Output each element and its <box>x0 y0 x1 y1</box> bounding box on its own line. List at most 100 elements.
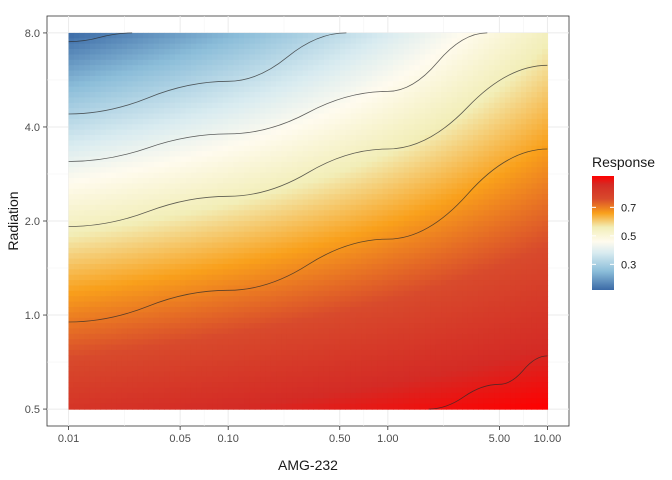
heatmap-cell <box>382 204 389 211</box>
heatmap-cell <box>409 118 416 125</box>
heatmap-cell <box>520 129 527 136</box>
heatmap-cell <box>323 172 330 179</box>
heatmap-cell <box>361 97 368 104</box>
heatmap-cell <box>350 210 357 217</box>
heatmap-cell <box>222 306 229 313</box>
heatmap-cell <box>73 312 80 319</box>
heatmap-cell <box>345 32 352 39</box>
heatmap-cell <box>345 54 352 61</box>
heatmap-cell <box>504 210 511 217</box>
heatmap-cell <box>206 317 213 324</box>
heatmap-cell <box>89 199 96 206</box>
heatmap-cell <box>217 32 224 39</box>
heatmap-cell <box>244 38 251 45</box>
heatmap-cell <box>531 38 538 45</box>
heatmap-cell <box>472 54 479 61</box>
heatmap-cell <box>499 145 506 152</box>
heatmap-cell <box>276 102 282 109</box>
heatmap-cell <box>302 194 309 201</box>
heatmap-cell <box>265 81 272 88</box>
heatmap-cell <box>153 129 160 136</box>
heatmap-cell <box>462 258 469 265</box>
heatmap-cell <box>244 108 251 115</box>
heatmap-cell <box>281 210 288 217</box>
heatmap-cell <box>350 312 357 319</box>
heatmap-cell <box>244 172 251 179</box>
heatmap-cell <box>73 140 80 147</box>
heatmap-cell <box>84 274 91 281</box>
heatmap-cell <box>111 237 118 244</box>
heatmap-cell <box>111 188 118 195</box>
heatmap-cell <box>510 210 517 217</box>
heatmap-cell <box>377 178 384 184</box>
heatmap-cell <box>308 253 314 260</box>
heatmap-cell <box>483 92 490 99</box>
heatmap-cell <box>393 118 400 125</box>
heatmap-cell <box>238 92 245 99</box>
heatmap-cell <box>127 231 133 238</box>
heatmap-cell <box>313 172 320 179</box>
heatmap-cell <box>292 161 298 168</box>
heatmap-cell <box>73 145 80 152</box>
heatmap-cell <box>371 290 378 297</box>
heatmap-cell <box>308 129 314 136</box>
heatmap-cell <box>228 70 235 77</box>
heatmap-cell <box>403 49 410 56</box>
heatmap-cell <box>467 296 474 303</box>
heatmap-cell <box>185 145 192 152</box>
heatmap-cell <box>89 161 96 168</box>
heatmap-cell <box>201 59 208 66</box>
heatmap-cell <box>249 97 256 104</box>
heatmap-cell <box>387 194 394 201</box>
heatmap-cell <box>84 188 91 195</box>
heatmap-cell <box>79 274 86 281</box>
heatmap-cell <box>249 156 256 163</box>
heatmap-cell <box>286 102 293 109</box>
heatmap-cell <box>265 140 272 147</box>
heatmap-cell <box>164 199 171 206</box>
heatmap-cell <box>222 135 229 141</box>
heatmap-cell <box>350 290 357 297</box>
heatmap-cell <box>297 183 304 190</box>
heatmap-cell <box>260 312 267 319</box>
heatmap-cell <box>111 221 118 227</box>
heatmap-cell <box>308 199 314 206</box>
heatmap-cell <box>334 38 341 45</box>
heatmap-cell <box>531 70 538 77</box>
heatmap-cell <box>68 32 75 39</box>
heatmap-cell <box>127 161 133 168</box>
heatmap-cell <box>132 290 139 297</box>
heatmap-cell <box>302 118 309 125</box>
heatmap-cell <box>185 59 192 66</box>
heatmap-cell <box>515 92 522 99</box>
heatmap-cell <box>143 38 149 45</box>
heatmap-cell <box>456 113 463 120</box>
heatmap-cell <box>318 323 325 330</box>
heatmap-cell <box>387 86 394 93</box>
heatmap-cell <box>201 231 208 238</box>
heatmap-cell <box>281 263 288 270</box>
heatmap-cell <box>169 172 176 179</box>
heatmap-cell <box>169 124 176 131</box>
heatmap-cell <box>339 49 346 56</box>
heatmap-cell <box>329 172 336 179</box>
heatmap-cell <box>419 65 426 72</box>
heatmap-cell <box>488 129 495 136</box>
heatmap-cell <box>68 210 75 217</box>
heatmap-cell <box>334 290 341 297</box>
heatmap-cell <box>382 306 389 313</box>
heatmap-cell <box>446 290 453 297</box>
heatmap-cell <box>467 204 474 211</box>
heatmap-cell <box>499 210 506 217</box>
heatmap-cell <box>212 65 219 72</box>
heatmap-cell <box>382 178 389 184</box>
heatmap-cell <box>488 183 495 190</box>
heatmap-cell <box>276 151 282 158</box>
heatmap-cell <box>153 70 160 77</box>
heatmap-cell <box>302 253 309 260</box>
heatmap-cell <box>334 323 341 330</box>
heatmap-cell <box>281 183 288 190</box>
heatmap-cell <box>228 312 235 319</box>
heatmap-cell <box>201 102 208 109</box>
heatmap-cell <box>334 108 341 115</box>
